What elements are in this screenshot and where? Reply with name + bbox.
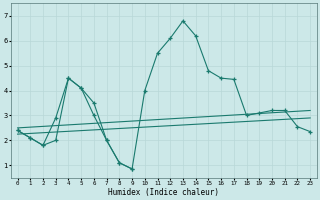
X-axis label: Humidex (Indice chaleur): Humidex (Indice chaleur) [108, 188, 220, 197]
